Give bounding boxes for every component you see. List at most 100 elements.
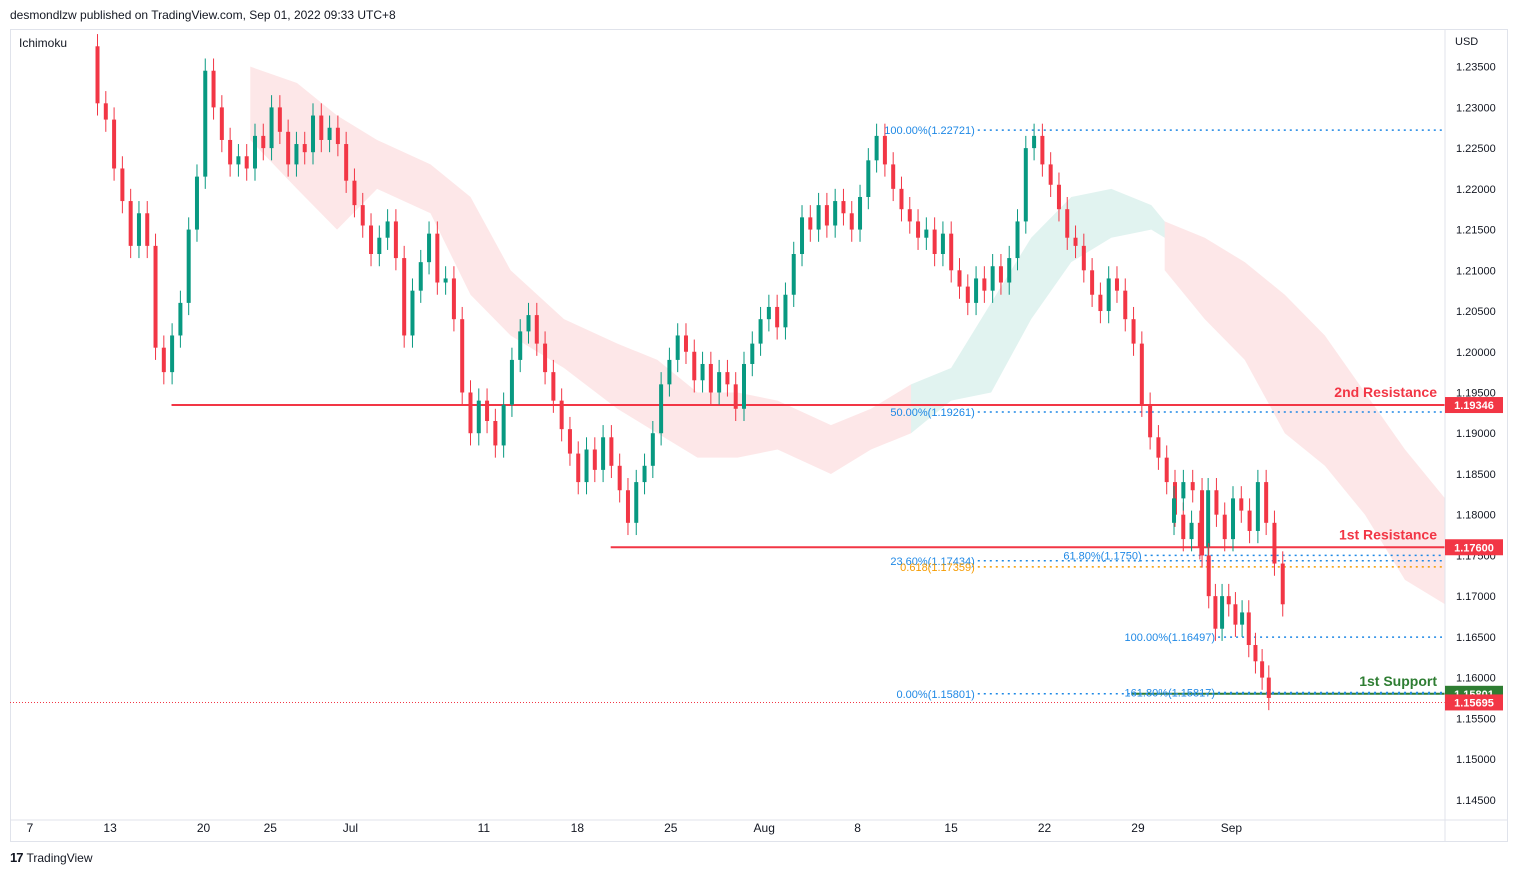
price-tag-bg [1445, 397, 1503, 414]
candle-body [269, 107, 274, 149]
candle-body [518, 331, 523, 360]
candle-body [460, 319, 465, 393]
candle-body [402, 258, 407, 336]
chart-frame [10, 29, 1508, 842]
candle-body [236, 156, 241, 165]
ichimoku-cloud [250, 66, 1445, 605]
y-tick-label: 1.15500 [1456, 713, 1496, 725]
candle-body [277, 107, 282, 132]
candle-body [1181, 482, 1186, 499]
candle-body [1181, 514, 1186, 540]
candle-body [667, 359, 672, 385]
candle-body [228, 139, 233, 165]
candle-body [311, 115, 316, 153]
candle-body [766, 306, 771, 320]
indicator-label[interactable]: Ichimoku [19, 36, 68, 50]
fib-label: 0.00%(1.15801) [897, 689, 975, 701]
candle-body [932, 229, 937, 255]
y-tick-label: 1.14500 [1456, 795, 1496, 807]
candle-body [252, 135, 257, 169]
candle-body [203, 70, 208, 177]
y-tick-label: 1.16500 [1456, 632, 1496, 644]
candle-body [816, 205, 821, 230]
candle-body [1272, 522, 1277, 564]
candle-body [1260, 661, 1265, 678]
candle-body [543, 343, 548, 373]
candle-body [700, 363, 705, 381]
candle-body [866, 160, 871, 197]
candle-body [858, 196, 863, 230]
fib-label: 50.00%(1.19261) [890, 407, 974, 419]
candle-body [1255, 482, 1260, 531]
candle-body [219, 107, 224, 140]
y-tick-label: 1.21000 [1456, 265, 1496, 277]
candle-body [617, 465, 622, 491]
candle-body [940, 233, 945, 255]
candle-body [916, 221, 921, 238]
x-tick-label: 20 [197, 821, 211, 835]
candle-body [170, 335, 175, 373]
candle-body [443, 278, 448, 283]
x-tick-label: 25 [264, 821, 278, 835]
tradingview-footer[interactable]: 17 TradingView [10, 850, 93, 865]
candle-body [1098, 294, 1103, 312]
tradingview-brand: TradingView [26, 850, 93, 865]
y-tick-label: 1.22000 [1456, 184, 1496, 196]
price-tag: 1.19346 [1454, 400, 1494, 412]
candle-body [1015, 221, 1020, 259]
bearish-cloud [250, 66, 912, 474]
candle-body [1264, 482, 1269, 523]
candle-body [567, 429, 572, 454]
bullish-cloud [911, 188, 1165, 434]
candle-body [1048, 164, 1053, 185]
candle-body [194, 176, 199, 230]
candle-body [1280, 563, 1285, 605]
candle-body [841, 201, 846, 214]
candle-body [634, 482, 639, 523]
x-tick-label: 15 [944, 821, 958, 835]
x-tick-label: 18 [571, 821, 585, 835]
candle-body [244, 156, 249, 169]
candle-body [692, 351, 697, 381]
candle-body [1114, 278, 1119, 291]
candles [95, 34, 1285, 711]
candle-body [1056, 184, 1061, 210]
candle-body [95, 46, 100, 104]
candle-body [650, 433, 655, 466]
candle-body [725, 372, 730, 385]
candle-body [675, 335, 680, 360]
candle-body [1023, 148, 1028, 222]
candle-body [576, 453, 581, 483]
candle-body [1123, 290, 1128, 320]
candle-body [998, 266, 1003, 283]
candle-body [145, 213, 150, 246]
candle-body [468, 392, 473, 434]
candle-body [344, 144, 349, 181]
candle-body [733, 384, 738, 409]
candle-body [393, 221, 398, 259]
candle-body [1197, 522, 1202, 548]
y-tick-label: 1.18000 [1456, 510, 1496, 522]
candle-body [551, 372, 556, 401]
candle-body [1214, 490, 1219, 515]
candle-body [659, 384, 664, 434]
candle-body [377, 237, 382, 255]
candle-body [1156, 437, 1161, 458]
candle-body [418, 262, 423, 291]
y-tick-label: 1.20000 [1456, 347, 1496, 359]
candle-body [1081, 245, 1086, 271]
x-tick-label: 29 [1131, 821, 1145, 835]
candle-body [302, 144, 307, 153]
y-tick-label: 1.15000 [1456, 754, 1496, 766]
x-tick-label: 7 [27, 821, 34, 835]
candle-body [1266, 677, 1271, 698]
candle-body [907, 209, 912, 222]
candle-body [800, 217, 805, 255]
current-price-tag: 1.15695 [1454, 697, 1494, 709]
x-tick-label: Sep [1221, 821, 1243, 835]
candle-body [286, 131, 291, 165]
x-tick-label: 8 [854, 821, 861, 835]
candle-body [136, 213, 141, 246]
x-tick-label: 13 [103, 821, 117, 835]
